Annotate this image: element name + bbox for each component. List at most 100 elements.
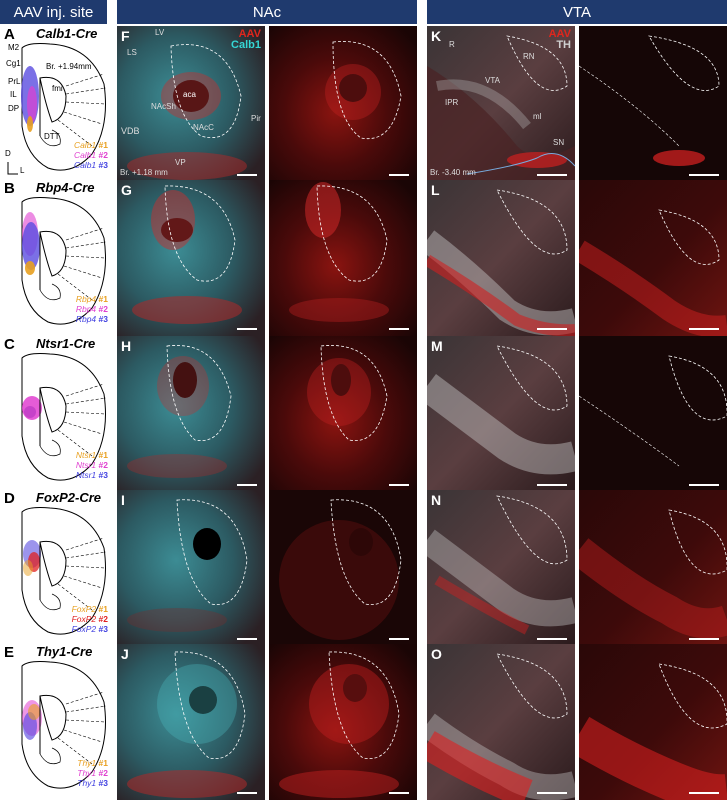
line-title-thy1-cre: Thy1-Cre (36, 644, 93, 659)
scale-bar (689, 174, 719, 176)
label-nacc: NAcC (193, 123, 214, 132)
scale-bar (389, 174, 409, 176)
panel-letter-a: A (4, 26, 15, 43)
scale-bar (389, 328, 409, 330)
label-sn: SN (553, 138, 565, 147)
label-ml: ml (533, 112, 542, 121)
micrograph-vta-merge-l: L (427, 180, 575, 336)
label-dtt: DTT (44, 132, 60, 141)
micrograph-nac-aav-j (269, 644, 417, 800)
coronal-brain-schematic (21, 507, 107, 635)
micrograph-vta-merge-o: O (427, 644, 575, 800)
micrograph-vta-aav-m (579, 336, 727, 492)
micrograph-vta-aav-k (579, 26, 727, 182)
header-vta: VTA (427, 0, 727, 24)
label-m2: M2 (8, 43, 20, 52)
scale-bar (537, 792, 567, 794)
label-bregma-vta: Br. -3.40 mm (430, 168, 476, 177)
panel-letter-h: H (121, 338, 132, 354)
panel-letter-m: M (431, 338, 443, 354)
channel-label-calb1: Calb1 (231, 39, 261, 51)
panel-letter-d: D (4, 490, 15, 507)
panel-letter-o: O (431, 646, 442, 662)
scale-bar (689, 484, 719, 486)
coronal-brain-schematic (21, 353, 107, 481)
label-d-axis: D (5, 149, 11, 158)
panel-letter-e: E (4, 644, 15, 661)
channel-label-aav: AAV (238, 28, 261, 40)
label-ls: LS (127, 48, 137, 57)
micrograph-nac-aav-h (269, 336, 417, 492)
schematic-panel-a: A Calb1-Cre M2 Cg1 PrL IL DP fmi DTT Br.… (0, 26, 114, 182)
panel-letter-j: J (121, 646, 129, 662)
line-title-rbp4-cre: Rbp4-Cre (36, 180, 95, 195)
injection-legend: FoxP2 #1 FoxP2 #2 FoxP2 #3 (71, 604, 108, 634)
label-bregma-nac: Br. +1.18 mm (120, 168, 168, 177)
scale-bar (537, 484, 567, 486)
scale-bar (689, 792, 719, 794)
scale-bar (237, 638, 257, 640)
schematic-panel-d: D FoxP2-Cre FoxP2 #1 FoxP2 #2 FoxP2 #3 (0, 490, 114, 646)
scale-bar (237, 174, 257, 176)
scale-bar (389, 484, 409, 486)
micrograph-nac-aav-g (269, 180, 417, 336)
micrograph-nac-merge-i: I (117, 490, 265, 646)
micrograph-nac-aav-i (269, 490, 417, 646)
micrograph-nac-merge-g: G (117, 180, 265, 336)
panel-letter-b: B (4, 180, 15, 197)
label-dp: DP (8, 104, 20, 113)
panel-letter-i: I (121, 492, 125, 508)
line-title-calb1-cre: Calb1-Cre (36, 26, 98, 41)
micrograph-nac-merge-f: F AAV Calb1 LV LS aca NAcSh NAcC VDB VP … (117, 26, 265, 182)
schematic-panel-b: B Rbp4-Cre Rbp4 #1 Rbp4 #2 Rbp4 #3 (0, 180, 114, 336)
coronal-brain-schematic (21, 661, 107, 789)
micrograph-vta-merge-n: N (427, 490, 575, 646)
scale-bar (237, 792, 257, 794)
label-vta: VTA (485, 76, 500, 85)
label-lv: LV (155, 28, 165, 37)
scale-bar (537, 328, 567, 330)
label-l-axis: L (20, 166, 25, 175)
micrograph-vta-aav-l (579, 180, 727, 336)
micrograph-nac-aav-f (269, 26, 417, 182)
channel-label-aav: AAV (548, 28, 571, 40)
label-pir: Pir (251, 114, 261, 123)
schematic-panel-e: E Thy1-Cre Thy1 #1 Thy1 #2 Thy1 #3 (0, 644, 114, 800)
micrograph-nac-merge-h: H (117, 336, 265, 492)
channel-label-th: TH (556, 39, 571, 51)
scale-bar (689, 638, 719, 640)
injection-legend: Thy1 #1 Thy1 #2 Thy1 #3 (77, 758, 108, 788)
scale-bar (689, 328, 719, 330)
header-aav-injection-site: AAV inj. site (0, 0, 107, 24)
scale-bar (389, 638, 409, 640)
panel-letter-f: F (121, 28, 130, 44)
panel-letter-k: K (431, 28, 442, 44)
micrograph-vta-merge-m: M (427, 336, 575, 492)
label-vdb: VDB (121, 126, 140, 136)
micrograph-vta-aav-n (579, 490, 727, 646)
line-title-ntsr1-cre: Ntsr1-Cre (36, 336, 96, 351)
scale-bar (237, 328, 257, 330)
schematic-panel-c: C Ntsr1-Cre Ntsr1 #1 Ntsr1 #2 Ntsr1 #3 (0, 336, 114, 492)
coronal-brain-schematic (7, 43, 107, 175)
injection-legend: Rbp4 #1 Rbp4 #2 Rbp4 #3 (75, 294, 108, 324)
label-r: R (449, 40, 455, 49)
scale-bar (237, 484, 257, 486)
micrograph-vta-merge-k: K AAV TH R RN IPR VTA ml SN Br. -3.40 mm (427, 26, 575, 182)
panel-letter-g: G (121, 182, 132, 198)
label-rn: RN (523, 52, 535, 61)
panel-letter-l: L (431, 182, 440, 198)
panel-letter-c: C (4, 336, 15, 353)
header-nac: NAc (117, 0, 417, 24)
micrograph-nac-merge-j: J (117, 644, 265, 800)
label-il: IL (10, 90, 17, 99)
label-aca: aca (183, 90, 196, 99)
scale-bar (389, 792, 409, 794)
injection-legend: Calb1 #1 Calb1 #2 Calb1 #3 (73, 140, 108, 170)
label-fmi: fmi (52, 84, 63, 93)
label-prl: PrL (8, 77, 21, 86)
line-title-foxp2-cre: FoxP2-Cre (36, 490, 102, 505)
label-vp: VP (175, 158, 186, 167)
label-nacsh: NAcSh (151, 102, 176, 111)
label-cg1: Cg1 (6, 59, 21, 68)
